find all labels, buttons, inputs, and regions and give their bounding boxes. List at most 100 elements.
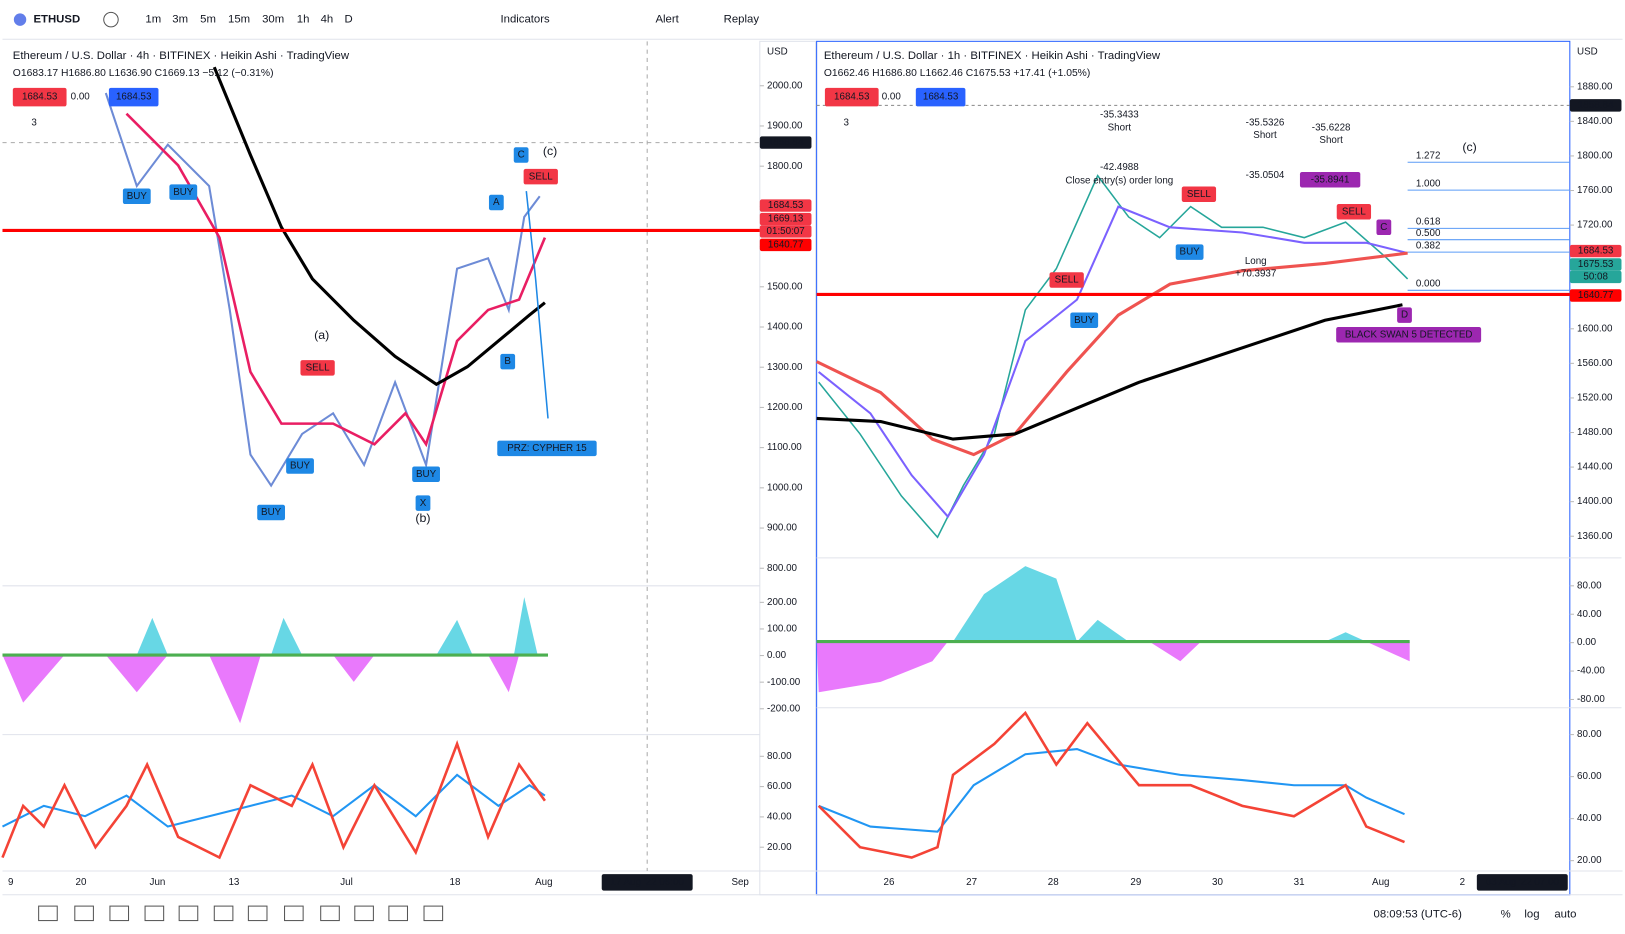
log-toggle[interactable]: log [1524, 908, 1539, 920]
buy-label-bg [122, 188, 151, 205]
x-tick-label: Sep [731, 877, 749, 888]
pattern-label: C [1380, 222, 1387, 233]
ema-line [815, 251, 1408, 457]
signal-text: -42.4988 [1100, 162, 1139, 173]
pattern-label-bg [500, 353, 516, 370]
signal-text: Short [1108, 123, 1132, 134]
y-tick-label: 1360.00 [1577, 531, 1613, 542]
price-tag-bg [759, 225, 812, 238]
y-tick-label: 1500.00 [767, 281, 803, 292]
wave-label: (c) [543, 144, 557, 158]
interval[interactable]: 1h [297, 14, 310, 26]
ema-line [818, 205, 1408, 519]
drawing-tool[interactable] [284, 905, 304, 922]
signal-text: Long [1245, 256, 1267, 267]
pattern-label: PRZ: CYPHER 15 [507, 443, 587, 454]
wave-label: (c) [1462, 140, 1476, 154]
histogram [2, 655, 520, 724]
x-tick-label: 2 [1460, 877, 1465, 888]
replay-button[interactable]: Replay [724, 14, 760, 26]
y-tick-label: 1520.00 [1577, 393, 1613, 404]
price-tag-bg [1569, 258, 1622, 271]
rsi-line [1, 740, 546, 860]
sell-label-bg [300, 360, 335, 376]
drawing-tool[interactable] [354, 905, 374, 922]
x-tick-label: Aug [1372, 877, 1389, 888]
drawing-tool[interactable] [320, 905, 340, 922]
percent-toggle[interactable]: % [1501, 908, 1511, 920]
pane-title: Ethereum / U.S. Dollar · 4h · BITFINEX ·… [13, 50, 350, 62]
drawing-tool[interactable] [38, 905, 58, 922]
price-line [818, 174, 1409, 539]
ema-line [125, 112, 547, 448]
add-symbol[interactable] [103, 11, 119, 28]
x-tick-label: 13 [228, 877, 239, 888]
y-tick-label: 2000.00 [767, 80, 803, 91]
signal-text: -35.5326 [1246, 118, 1285, 129]
clock: 08:09:53 (UTC-6) [1374, 908, 1463, 920]
signal-text: -35.6228 [1312, 123, 1351, 134]
y-tick-label: 100.00 [767, 624, 798, 635]
drawing-tool[interactable] [178, 905, 199, 922]
price-tag-bg [759, 199, 812, 212]
symbol[interactable]: ETHUSD [33, 14, 80, 26]
alert-button[interactable]: Alert [655, 14, 679, 26]
active-pane [816, 40, 1571, 896]
fib-label: 1.000 [1416, 179, 1441, 190]
signal-text: -35.3433 [1100, 109, 1139, 120]
drawing-tool[interactable] [388, 905, 409, 922]
sell-label-bg [523, 168, 558, 185]
y-tick-label: 1800.00 [1577, 151, 1613, 162]
price-tag: 1684.53 [768, 200, 804, 211]
x-tick-label: 18 [450, 877, 461, 888]
pattern-label-bg [1376, 219, 1392, 236]
interval[interactable]: 3m [172, 14, 188, 26]
fib-label: 0.000 [1416, 279, 1441, 290]
histogram [136, 597, 538, 656]
price-tag: 1858.84 [1578, 100, 1614, 111]
fib-label: 0.500 [1416, 228, 1441, 239]
sell-label: SELL [529, 171, 554, 182]
y-tick-label: 0.00 [767, 650, 787, 661]
interval[interactable]: 15m [228, 14, 250, 26]
price-scale [759, 40, 817, 896]
price-tag: 1858.84 [768, 137, 804, 148]
price-tag-bg [759, 136, 812, 149]
drawing-tool[interactable] [213, 905, 234, 922]
drawing-tool[interactable] [74, 905, 94, 922]
drawing-tool[interactable] [247, 905, 268, 922]
buy-label-bg [169, 184, 198, 200]
y-tick-label: 60.00 [1577, 771, 1602, 782]
sell-label-bg [1181, 186, 1217, 202]
price-tag: 01:50:07 [767, 226, 805, 237]
drawing-tool[interactable] [423, 905, 444, 922]
time-cursor-label: 03 Aug '22 07:00 [1486, 877, 1560, 888]
x-tick-label: 31 [1294, 877, 1305, 888]
drawing-tool[interactable] [109, 905, 130, 922]
y-tick-label: 0.00 [1577, 637, 1597, 648]
top-toolbar [2, 0, 1623, 40]
price-tag-bg [1569, 289, 1622, 302]
y-tick-label: 40.00 [1577, 609, 1602, 620]
interval[interactable]: 4h [321, 14, 334, 26]
interval[interactable]: 5m [200, 14, 216, 26]
y-tick-label: 40.00 [767, 811, 792, 822]
interval[interactable]: D [344, 14, 352, 26]
y-tick-label: 80.00 [767, 751, 792, 762]
pattern-line [525, 191, 549, 419]
rsi-line [2, 773, 546, 828]
buy-label: BUY [173, 187, 194, 198]
y-tick-label: 20.00 [767, 842, 792, 853]
interval[interactable]: 1m [145, 14, 161, 26]
scale-unit: USD [1577, 46, 1598, 57]
pattern-label-bg [497, 440, 597, 457]
time-cursor-label-bg [601, 874, 693, 891]
price-tag-bg [759, 212, 812, 226]
interval[interactable]: 30m [262, 14, 284, 26]
auto-toggle[interactable]: auto [1554, 908, 1576, 920]
rsi-line [818, 748, 1405, 833]
drawing-tool[interactable] [144, 905, 165, 922]
price-badge-bg [12, 87, 67, 107]
indicators-button[interactable]: Indicators [500, 14, 550, 26]
y-tick-label: 1400.00 [767, 322, 803, 333]
